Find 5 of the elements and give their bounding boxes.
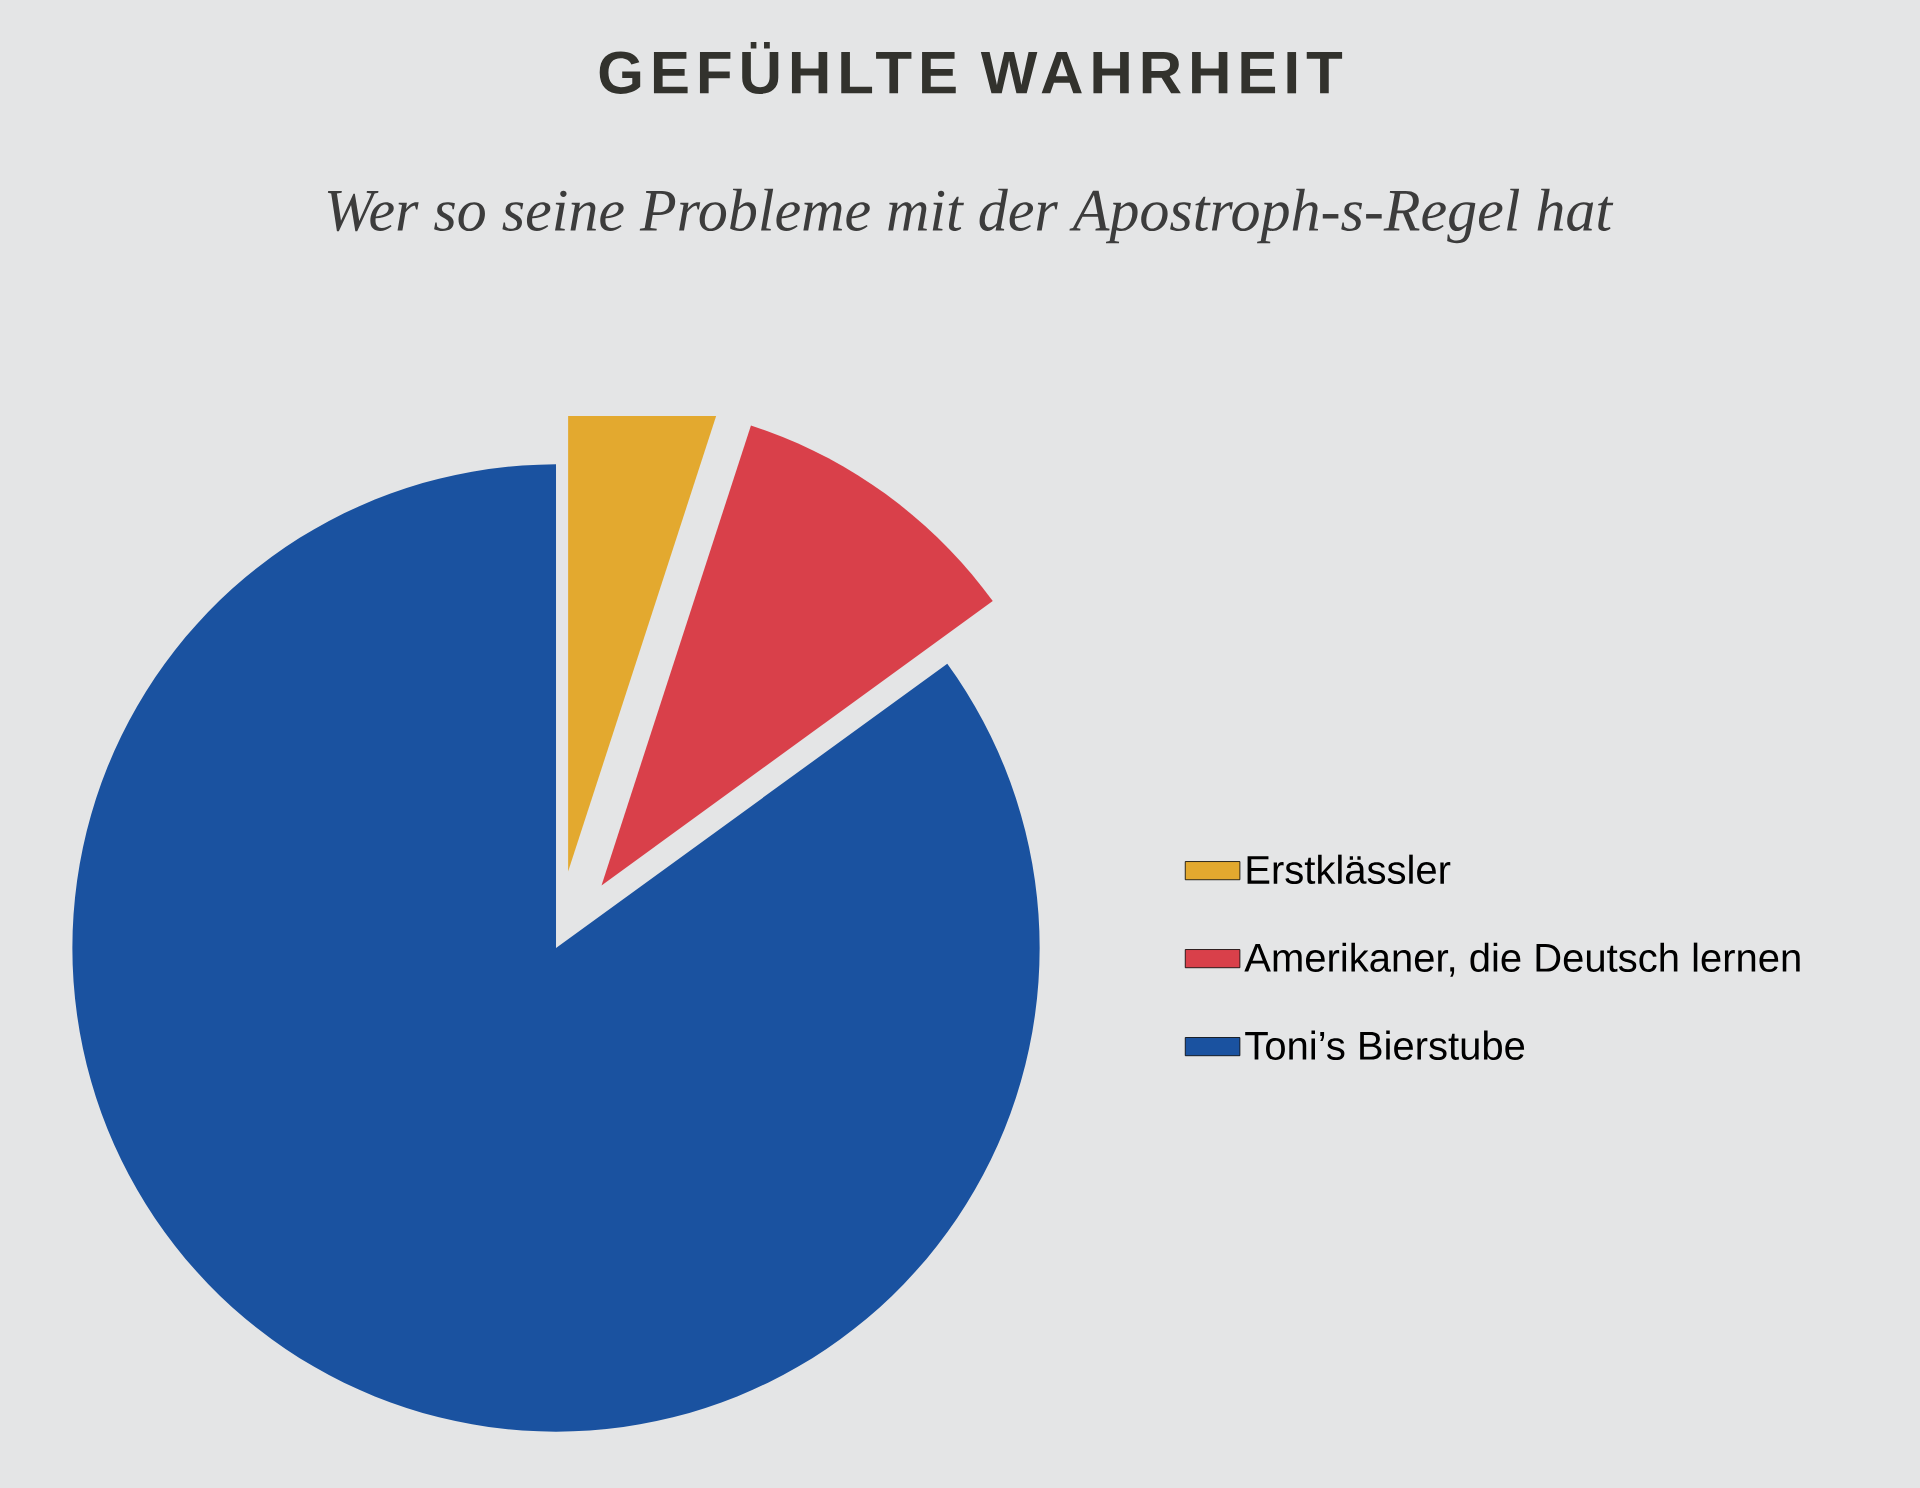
legend-label: Toni’s Bierstube xyxy=(1245,1030,1525,1060)
chart-title: GEFÜHLTE WAHRHEIT xyxy=(599,42,1343,94)
legend-label: Erstklässler xyxy=(1247,854,1451,885)
chart-subtitle: Wer so seine Probleme mit der Apostroph-s-Regel hat xyxy=(327,188,1614,244)
legend-label: Amerikaner, die Deutsch lernen xyxy=(1244,942,1800,977)
